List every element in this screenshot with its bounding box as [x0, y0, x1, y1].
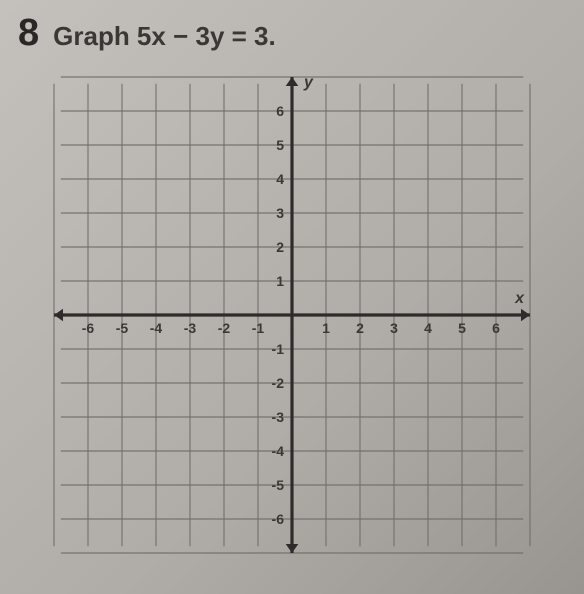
- svg-text:2: 2: [276, 239, 284, 255]
- svg-text:y: y: [303, 74, 314, 91]
- svg-text:3: 3: [276, 205, 284, 221]
- page: 8 Graph 5x − 3y = 3. -6 -5 -4 -3 -2 -1 1 2 3 4 5 6 6…: [0, 0, 584, 594]
- svg-text:2: 2: [356, 320, 364, 336]
- svg-text:-4: -4: [272, 443, 285, 459]
- svg-text:3: 3: [390, 320, 398, 336]
- svg-text:x: x: [514, 290, 525, 307]
- problem-number: 8: [18, 12, 39, 55]
- svg-text:-1: -1: [252, 320, 265, 336]
- svg-text:-2: -2: [218, 320, 231, 336]
- problem-header: 8 Graph 5x − 3y = 3.: [18, 12, 566, 55]
- svg-text:5: 5: [458, 320, 466, 336]
- svg-text:-6: -6: [272, 511, 285, 527]
- svg-text:1: 1: [322, 320, 330, 336]
- svg-text:6: 6: [276, 103, 284, 119]
- svg-text:5: 5: [276, 137, 284, 153]
- svg-text:-3: -3: [272, 409, 285, 425]
- svg-text:-2: -2: [272, 375, 285, 391]
- svg-text:-3: -3: [184, 320, 197, 336]
- svg-text:4: 4: [424, 320, 432, 336]
- svg-text:-4: -4: [150, 320, 163, 336]
- coordinate-grid: -6 -5 -4 -3 -2 -1 1 2 3 4 5 6 6 5 4 3 2 1 -1 -2 -3 -4 -5 -6 x y: [52, 65, 532, 565]
- svg-text:1: 1: [276, 273, 284, 289]
- svg-text:-6: -6: [82, 320, 95, 336]
- svg-text:4: 4: [276, 171, 284, 187]
- svg-text:-5: -5: [272, 477, 285, 493]
- problem-text: Graph 5x − 3y = 3.: [53, 21, 276, 52]
- svg-text:-1: -1: [272, 341, 285, 357]
- graph-container: -6 -5 -4 -3 -2 -1 1 2 3 4 5 6 6 5 4 3 2 1 -1 -2 -3 -4 -5 -6 x y: [18, 65, 566, 565]
- svg-text:6: 6: [492, 320, 500, 336]
- svg-text:-5: -5: [116, 320, 129, 336]
